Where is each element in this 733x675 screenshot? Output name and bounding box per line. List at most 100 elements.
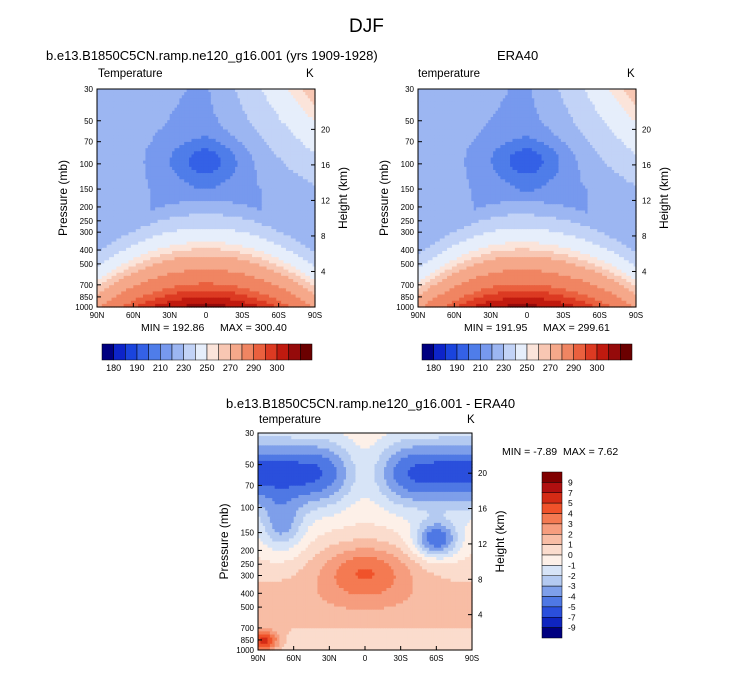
model-cell — [254, 210, 258, 215]
model-cell — [220, 201, 224, 205]
model-cell — [172, 129, 176, 134]
model-cell — [213, 254, 217, 258]
model-cell — [113, 120, 117, 124]
model-cell — [273, 138, 277, 143]
model-cell — [218, 132, 222, 137]
model-cell — [104, 89, 108, 93]
model-cell — [162, 222, 166, 227]
model-cell — [230, 232, 234, 236]
model-cell — [157, 250, 161, 255]
model-cell — [215, 104, 219, 109]
model-cell — [109, 188, 113, 193]
model-cell — [237, 138, 241, 143]
model-cell — [172, 157, 176, 162]
model-cell — [198, 169, 202, 174]
model-cell — [104, 98, 108, 103]
model-cell — [252, 89, 256, 93]
model-cell — [305, 216, 309, 221]
model-cell — [176, 95, 180, 99]
model-cell — [193, 89, 197, 93]
model-cell — [249, 157, 253, 162]
model-cell — [244, 126, 248, 131]
model-cell — [179, 104, 183, 109]
model-cell — [193, 182, 197, 187]
model-cell — [162, 204, 166, 208]
model-cell — [191, 135, 195, 140]
model-cell — [189, 176, 193, 180]
model-cell — [121, 185, 125, 190]
model-cell — [133, 216, 137, 221]
model-cell — [252, 95, 256, 99]
model-cell — [191, 188, 195, 193]
model-cell — [300, 138, 304, 143]
model-cell — [227, 126, 231, 131]
model-cell — [130, 219, 134, 224]
model-cell — [225, 216, 229, 221]
model-cell — [118, 179, 122, 184]
model-cell — [222, 92, 226, 96]
model-cell — [150, 226, 154, 230]
model-cell — [281, 257, 285, 261]
model-cell — [111, 138, 115, 143]
model-cell — [130, 141, 134, 146]
model-cell — [288, 113, 292, 118]
model-cell — [140, 126, 144, 131]
model-cell — [242, 89, 246, 93]
model-cell — [278, 216, 282, 221]
model-cell — [249, 163, 253, 168]
model-cell — [140, 241, 144, 246]
model-cell — [266, 238, 270, 243]
model-cell — [101, 191, 105, 196]
model-cell — [113, 123, 117, 127]
model-cell — [133, 176, 137, 180]
model-cell — [283, 169, 287, 174]
model-cell — [167, 135, 171, 140]
model-cell — [290, 222, 294, 227]
model-cell — [97, 238, 101, 243]
model-cell — [261, 210, 265, 215]
model-cell — [159, 216, 163, 221]
model-cell — [264, 238, 268, 243]
model-cell — [155, 154, 159, 159]
model-cell — [213, 235, 217, 240]
model-cell — [264, 107, 268, 112]
model-cell — [261, 123, 265, 127]
model-cell — [99, 232, 103, 236]
model-cell — [222, 213, 226, 218]
model-cell — [268, 204, 272, 208]
model-cell — [281, 117, 285, 121]
model-cell — [147, 247, 151, 252]
model-cell — [126, 169, 130, 174]
model-cell — [312, 98, 316, 103]
model-cell — [230, 126, 234, 131]
model-cell — [305, 166, 309, 171]
model-cell — [196, 238, 200, 243]
model-cell — [106, 191, 110, 196]
model-cell — [247, 232, 251, 236]
model-cell — [130, 179, 134, 184]
model-cell — [222, 238, 226, 243]
model-cell — [111, 254, 115, 258]
model-cell — [113, 198, 117, 202]
model-cell — [162, 235, 166, 240]
model-cell — [203, 257, 207, 261]
model-cell — [128, 194, 132, 199]
model-cell — [249, 210, 253, 215]
model-cell — [106, 226, 110, 230]
model-cell — [116, 229, 120, 233]
model-cell — [159, 132, 163, 137]
model-cell — [254, 107, 258, 112]
model-cell — [281, 141, 285, 146]
model-cell — [106, 132, 110, 137]
model-cell — [198, 247, 202, 252]
model-cell — [206, 141, 210, 146]
model-cell — [295, 173, 299, 177]
model-cell — [298, 151, 302, 155]
model-cell — [174, 126, 178, 131]
model-cell — [252, 176, 256, 180]
model-cell — [266, 213, 270, 218]
model-cell — [138, 92, 142, 96]
model-cell — [218, 145, 222, 149]
model-cell — [191, 138, 195, 143]
model-cell — [147, 219, 151, 224]
